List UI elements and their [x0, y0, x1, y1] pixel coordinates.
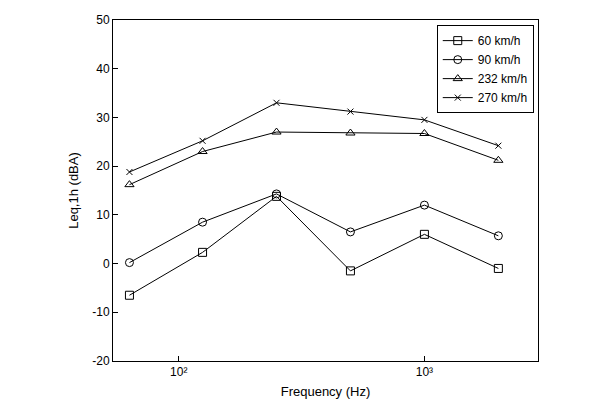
- svg-text:10²: 10²: [170, 365, 187, 379]
- svg-text:Leq,1h (dBA): Leq,1h (dBA): [66, 152, 81, 229]
- svg-text:Frequency (Hz): Frequency (Hz): [281, 384, 371, 399]
- svg-text:90 km/h: 90 km/h: [478, 53, 521, 67]
- svg-text:-10: -10: [92, 305, 110, 319]
- svg-text:30: 30: [96, 111, 110, 125]
- svg-text:232 km/h: 232 km/h: [478, 72, 527, 86]
- svg-text:60 km/h: 60 km/h: [478, 34, 521, 48]
- svg-text:0: 0: [103, 257, 110, 271]
- svg-text:20: 20: [96, 159, 110, 173]
- svg-text:10: 10: [96, 208, 110, 222]
- svg-text:50: 50: [96, 13, 110, 27]
- svg-text:-20: -20: [92, 354, 110, 368]
- svg-text:10³: 10³: [416, 365, 433, 379]
- svg-text:270 km/h: 270 km/h: [478, 91, 527, 105]
- svg-text:40: 40: [96, 62, 110, 76]
